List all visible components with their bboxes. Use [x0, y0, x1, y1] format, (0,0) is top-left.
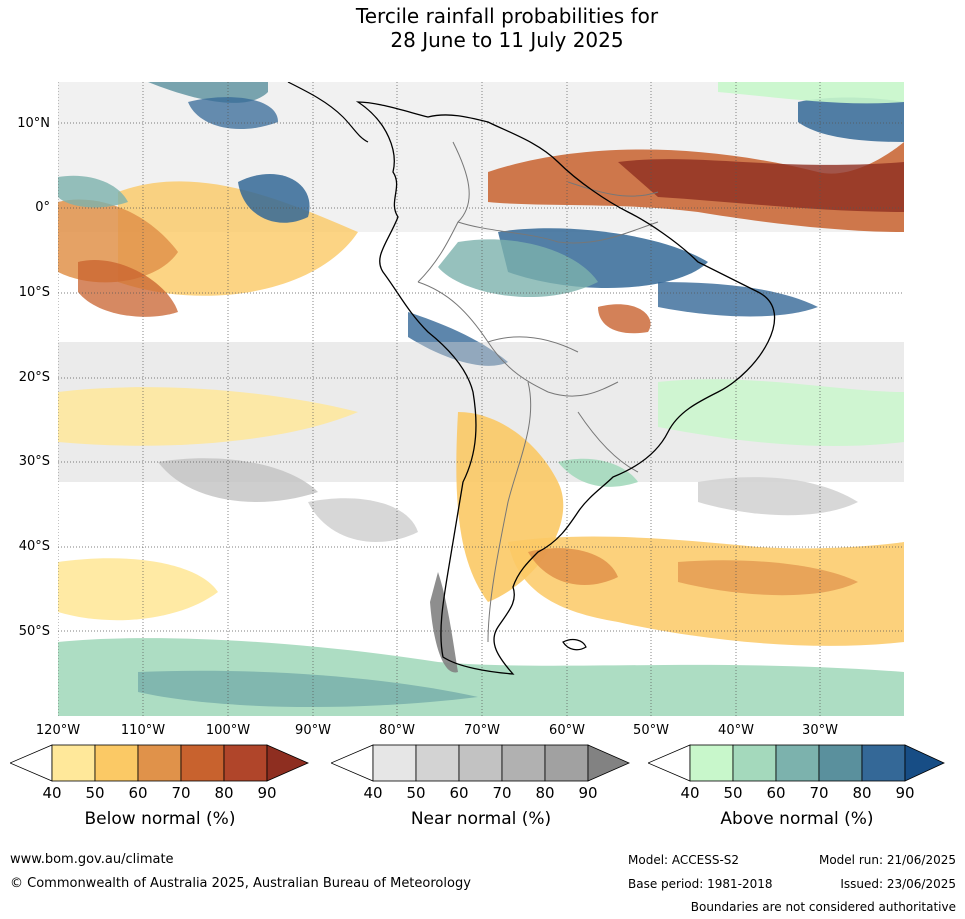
- footer-boundaries-note: Boundaries are not considered authoritat…: [690, 900, 956, 914]
- cbar2-tick-80: 80: [535, 784, 555, 802]
- cbar3-seg-2: [732, 744, 777, 782]
- cbar3-seg-6: [904, 744, 945, 782]
- country-borders: [417, 141, 659, 643]
- cbar2-seg-6: [587, 744, 630, 782]
- lon-label-110w: 110°W: [120, 723, 166, 738]
- falkland-islands: [562, 638, 587, 651]
- cbar2-tick-70: 70: [492, 784, 512, 802]
- probability-shading: [58, 82, 904, 716]
- lat-label-30s: 30°S: [18, 454, 50, 469]
- footer-base-period: Base period: 1981-2018: [628, 877, 773, 891]
- cbar1-tick-70: 70: [171, 784, 191, 802]
- footer-url-link[interactable]: www.bom.gov.au/climate: [10, 852, 174, 867]
- cbar3-seg-5: [861, 744, 906, 782]
- cbar2-seg-2: [415, 744, 460, 782]
- cbar3-title: Above normal (%): [720, 809, 874, 829]
- title-line-2: 28 June to 11 July 2025: [390, 28, 624, 52]
- cbar3-tick-90: 90: [895, 784, 915, 802]
- cbar2-seg-3: [458, 744, 503, 782]
- lat-label-10s: 10°S: [18, 285, 50, 300]
- cbar1-seg-6: [266, 744, 309, 782]
- cbar3-seg-4: [818, 744, 863, 782]
- lon-label-100w: 100°W: [205, 723, 251, 738]
- cbar1-tick-60: 60: [128, 784, 148, 802]
- colorbar-near-normal: [329, 744, 631, 786]
- lat-label-20s: 20°S: [18, 370, 50, 385]
- footer-issued: Issued: 23/06/2025: [840, 877, 956, 891]
- cbar2-seg-1: [372, 744, 417, 782]
- lat-label-10n: 10°N: [17, 116, 50, 131]
- lat-label-40s: 40°S: [18, 539, 50, 554]
- cbar2-tick-90: 90: [578, 784, 598, 802]
- map-canvas: [58, 82, 904, 716]
- lon-label-90w: 90°W: [295, 723, 331, 738]
- cbar2-tick-50: 50: [406, 784, 426, 802]
- lon-label-80w: 80°W: [379, 723, 415, 738]
- cbar2-tick-60: 60: [449, 784, 469, 802]
- cbar1-tick-80: 80: [214, 784, 234, 802]
- cbar1-tick-50: 50: [85, 784, 105, 802]
- footer-model: Model: ACCESS-S2: [628, 853, 740, 867]
- cbar3-tick-50: 50: [723, 784, 743, 802]
- cbar3-tick-80: 80: [852, 784, 872, 802]
- lon-label-40w: 40°W: [718, 723, 754, 738]
- cbar3-tick-40: 40: [680, 784, 700, 802]
- cbar1-title: Below normal (%): [84, 809, 236, 829]
- central-america-coastline: [287, 82, 369, 143]
- cbar1-tick-40: 40: [42, 784, 62, 802]
- lon-label-70w: 70°W: [464, 723, 500, 738]
- cbar2-tick-40: 40: [363, 784, 383, 802]
- footer-model-run: Model run: 21/06/2025: [818, 853, 956, 867]
- cbar3-tick-60: 60: [766, 784, 786, 802]
- cbar1-seg-2: [94, 744, 139, 782]
- colorbar-below-normal: [8, 744, 310, 786]
- cbar3-seg-1: [689, 744, 734, 782]
- south-america-coastline: [355, 101, 776, 675]
- cbar2-seg-4: [501, 744, 546, 782]
- cbar3-seg-3: [775, 744, 820, 782]
- lat-label-0: 0°: [35, 200, 50, 215]
- cbar2-seg-0: [329, 744, 374, 782]
- cbar3-tick-70: 70: [809, 784, 829, 802]
- cbar1-seg-5: [223, 744, 268, 782]
- cbar1-seg-0: [8, 744, 53, 782]
- cbar3-seg-0: [646, 744, 691, 782]
- cbar2-title: Near normal (%): [410, 809, 552, 829]
- rainfall-probability-map[interactable]: [58, 82, 904, 716]
- lon-label-50w: 50°W: [633, 723, 669, 738]
- cbar1-seg-1: [51, 744, 96, 782]
- cbar1-tick-90: 90: [257, 784, 277, 802]
- lon-label-60w: 60°W: [549, 723, 585, 738]
- cbar2-seg-5: [544, 744, 589, 782]
- cbar1-seg-4: [180, 744, 225, 782]
- cbar1-seg-3: [137, 744, 182, 782]
- title-line-1: Tercile rainfall probabilities for: [355, 4, 659, 28]
- footer-copyright: © Commonwealth of Australia 2025, Austra…: [10, 876, 471, 891]
- colorbar-above-normal: [646, 744, 948, 786]
- lon-label-120w: 120°W: [35, 723, 81, 738]
- map-title: Tercile rainfall probabilities for 28 Ju…: [0, 4, 965, 52]
- lat-label-50s: 50°S: [18, 624, 50, 639]
- lon-label-30w: 30°W: [802, 723, 838, 738]
